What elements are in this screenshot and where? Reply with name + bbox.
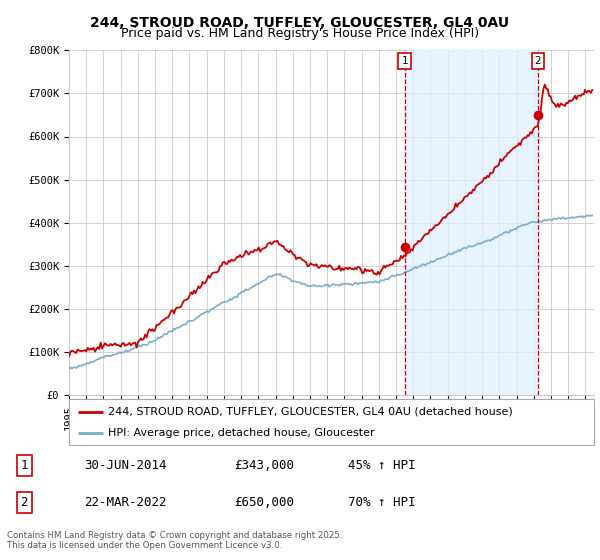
- Text: Price paid vs. HM Land Registry's House Price Index (HPI): Price paid vs. HM Land Registry's House …: [121, 27, 479, 40]
- Text: £650,000: £650,000: [234, 496, 294, 509]
- Text: 1: 1: [20, 459, 28, 472]
- Text: 22-MAR-2022: 22-MAR-2022: [84, 496, 167, 509]
- Text: 244, STROUD ROAD, TUFFLEY, GLOUCESTER, GL4 0AU (detached house): 244, STROUD ROAD, TUFFLEY, GLOUCESTER, G…: [109, 407, 513, 417]
- Text: 70% ↑ HPI: 70% ↑ HPI: [348, 496, 415, 509]
- Text: 2: 2: [535, 56, 541, 66]
- Text: 2: 2: [20, 496, 28, 509]
- Text: 244, STROUD ROAD, TUFFLEY, GLOUCESTER, GL4 0AU: 244, STROUD ROAD, TUFFLEY, GLOUCESTER, G…: [91, 16, 509, 30]
- Text: Contains HM Land Registry data © Crown copyright and database right 2025.
This d: Contains HM Land Registry data © Crown c…: [7, 531, 343, 550]
- Text: HPI: Average price, detached house, Gloucester: HPI: Average price, detached house, Glou…: [109, 428, 375, 438]
- Text: 1: 1: [401, 56, 408, 66]
- Text: 30-JUN-2014: 30-JUN-2014: [84, 459, 167, 472]
- Text: 45% ↑ HPI: 45% ↑ HPI: [348, 459, 415, 472]
- Text: £343,000: £343,000: [234, 459, 294, 472]
- Bar: [404, 50, 538, 395]
